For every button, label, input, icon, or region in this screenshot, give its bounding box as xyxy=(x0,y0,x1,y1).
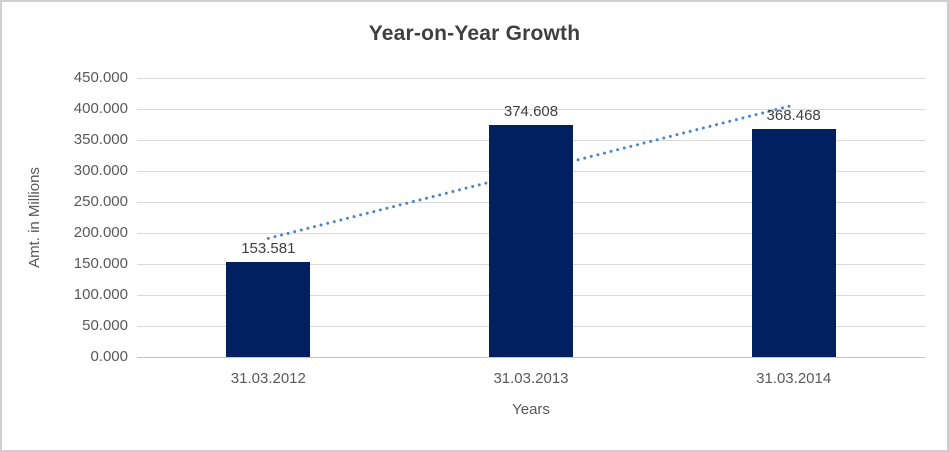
y-tick-label: 450.000 xyxy=(73,69,128,86)
bar-31.03.2014 xyxy=(751,128,836,357)
x-axis-line xyxy=(137,357,925,358)
x-tick-label: 31.03.2014 xyxy=(756,370,832,387)
chart-title: Year-on-Year Growth xyxy=(368,22,581,45)
bar-31.03.2013 xyxy=(489,124,573,357)
y-tick-label: 50.000 xyxy=(82,317,128,334)
y-axis-title-text: Amt. in Millions xyxy=(25,167,43,268)
y-tick-label: 0.000 xyxy=(90,348,128,365)
gridline xyxy=(137,78,925,79)
y-tick-label: 300.000 xyxy=(73,162,128,179)
y-tick-label: 350.000 xyxy=(73,131,128,148)
bar-31.03.2012 xyxy=(226,261,311,357)
y-tick-label: 200.000 xyxy=(73,224,128,241)
x-axis-title: Years xyxy=(512,401,550,418)
y-tick-label: 400.000 xyxy=(73,100,128,117)
y-axis-title: Amt. in Millions xyxy=(20,78,48,357)
bar-data-label: 368.468 xyxy=(766,106,821,124)
x-tick-label: 31.03.2013 xyxy=(493,370,569,387)
y-tick-label: 250.000 xyxy=(73,193,128,210)
y-tick-label: 100.000 xyxy=(73,286,128,303)
y-tick-label: 150.000 xyxy=(73,255,128,272)
x-tick-label: 31.03.2012 xyxy=(230,370,306,387)
plot-area: 153.581 374.608 368.468 xyxy=(137,78,925,358)
gridline xyxy=(137,109,925,110)
bar-data-label: 153.581 xyxy=(241,239,296,257)
bar-data-label: 374.608 xyxy=(503,102,559,120)
